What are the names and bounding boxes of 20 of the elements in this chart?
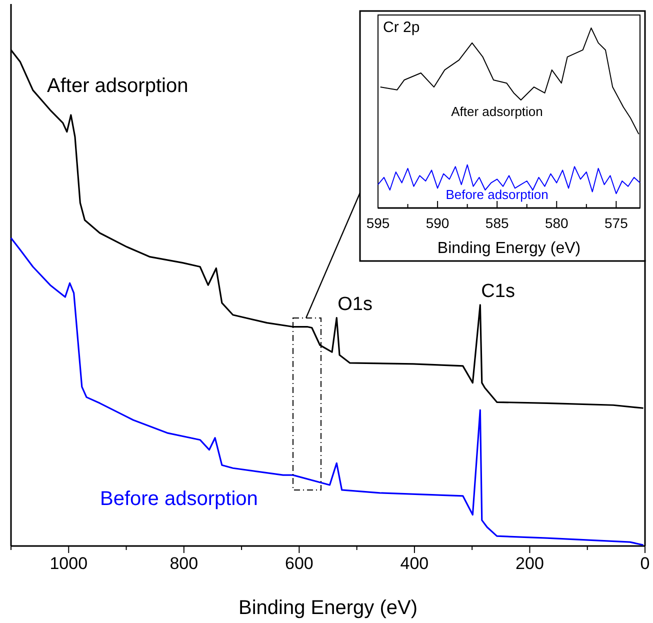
chart-title: Cr 2p bbox=[383, 19, 420, 36]
x-tick-label: 0 bbox=[640, 554, 650, 573]
x-tick-label: 590 bbox=[426, 215, 450, 231]
x-tick-label: 200 bbox=[516, 554, 544, 573]
annotation: C1s bbox=[481, 280, 515, 302]
series-label: After adsorption bbox=[451, 104, 543, 119]
x-tick-label: 1000 bbox=[50, 554, 88, 573]
series-label: Before adsorption bbox=[446, 187, 548, 202]
annotation: O1s bbox=[338, 294, 373, 315]
x-tick-label: 600 bbox=[284, 554, 314, 573]
x-tick-label: 575 bbox=[604, 215, 628, 231]
x-tick-label: 580 bbox=[544, 215, 569, 231]
series-label: After adsorption bbox=[47, 75, 188, 97]
x-tick-label: 800 bbox=[170, 554, 198, 573]
x-tick-label: 400 bbox=[400, 554, 429, 573]
x-axis-title: Binding Energy (eV) bbox=[437, 240, 581, 257]
x-tick-label: 585 bbox=[485, 215, 509, 231]
x-axis-title: Binding Energy (eV) bbox=[238, 597, 418, 619]
x-tick-label: 595 bbox=[366, 215, 390, 231]
series-label: Before adsorption bbox=[100, 488, 258, 510]
